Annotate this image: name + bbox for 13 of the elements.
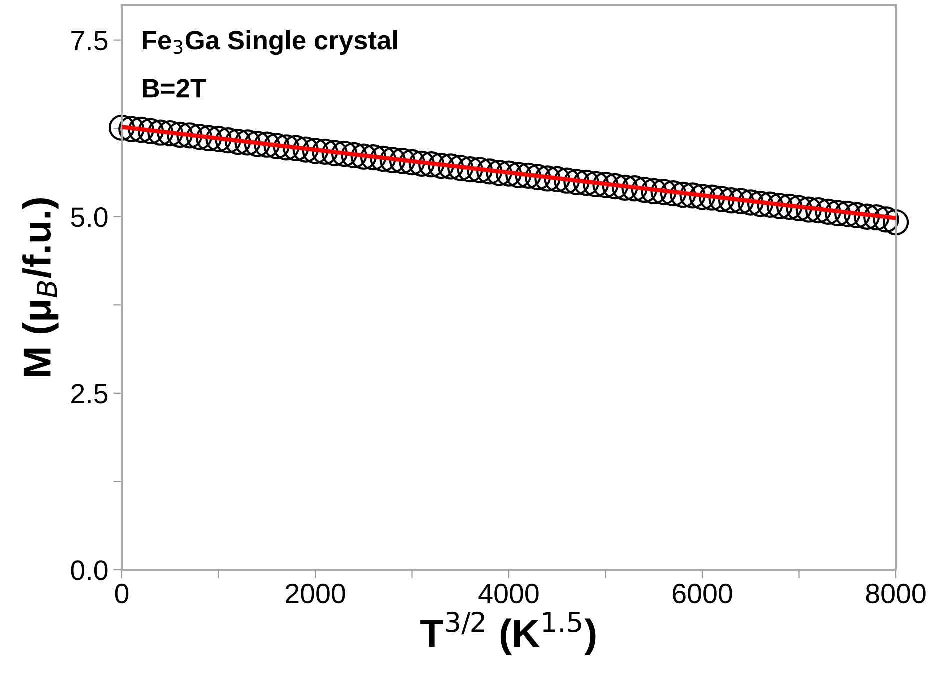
y-tick-label: 5.0 [71,208,108,228]
x-tick-label: 6000 [673,584,732,604]
x-tick-label: 0 [115,584,129,604]
x-tick-label: 8000 [866,584,926,604]
y-tick-label: 7.5 [72,31,108,51]
x-tick-label: 2000 [286,584,346,604]
x-tick-label: 4000 [478,584,539,604]
y-axis-title: M (μ$_{B}$/f.u.) [22,198,59,376]
x-axis-title: T$^{3/2}$ (K$^{1.5}$) [420,612,596,656]
y-tick-label: 0.0 [71,560,108,580]
y-tick-label: 2.5 [72,384,108,404]
annotation: Fe$_{3}$Ga Single crystal [143,30,398,56]
annotation: B=2T [143,79,206,98]
